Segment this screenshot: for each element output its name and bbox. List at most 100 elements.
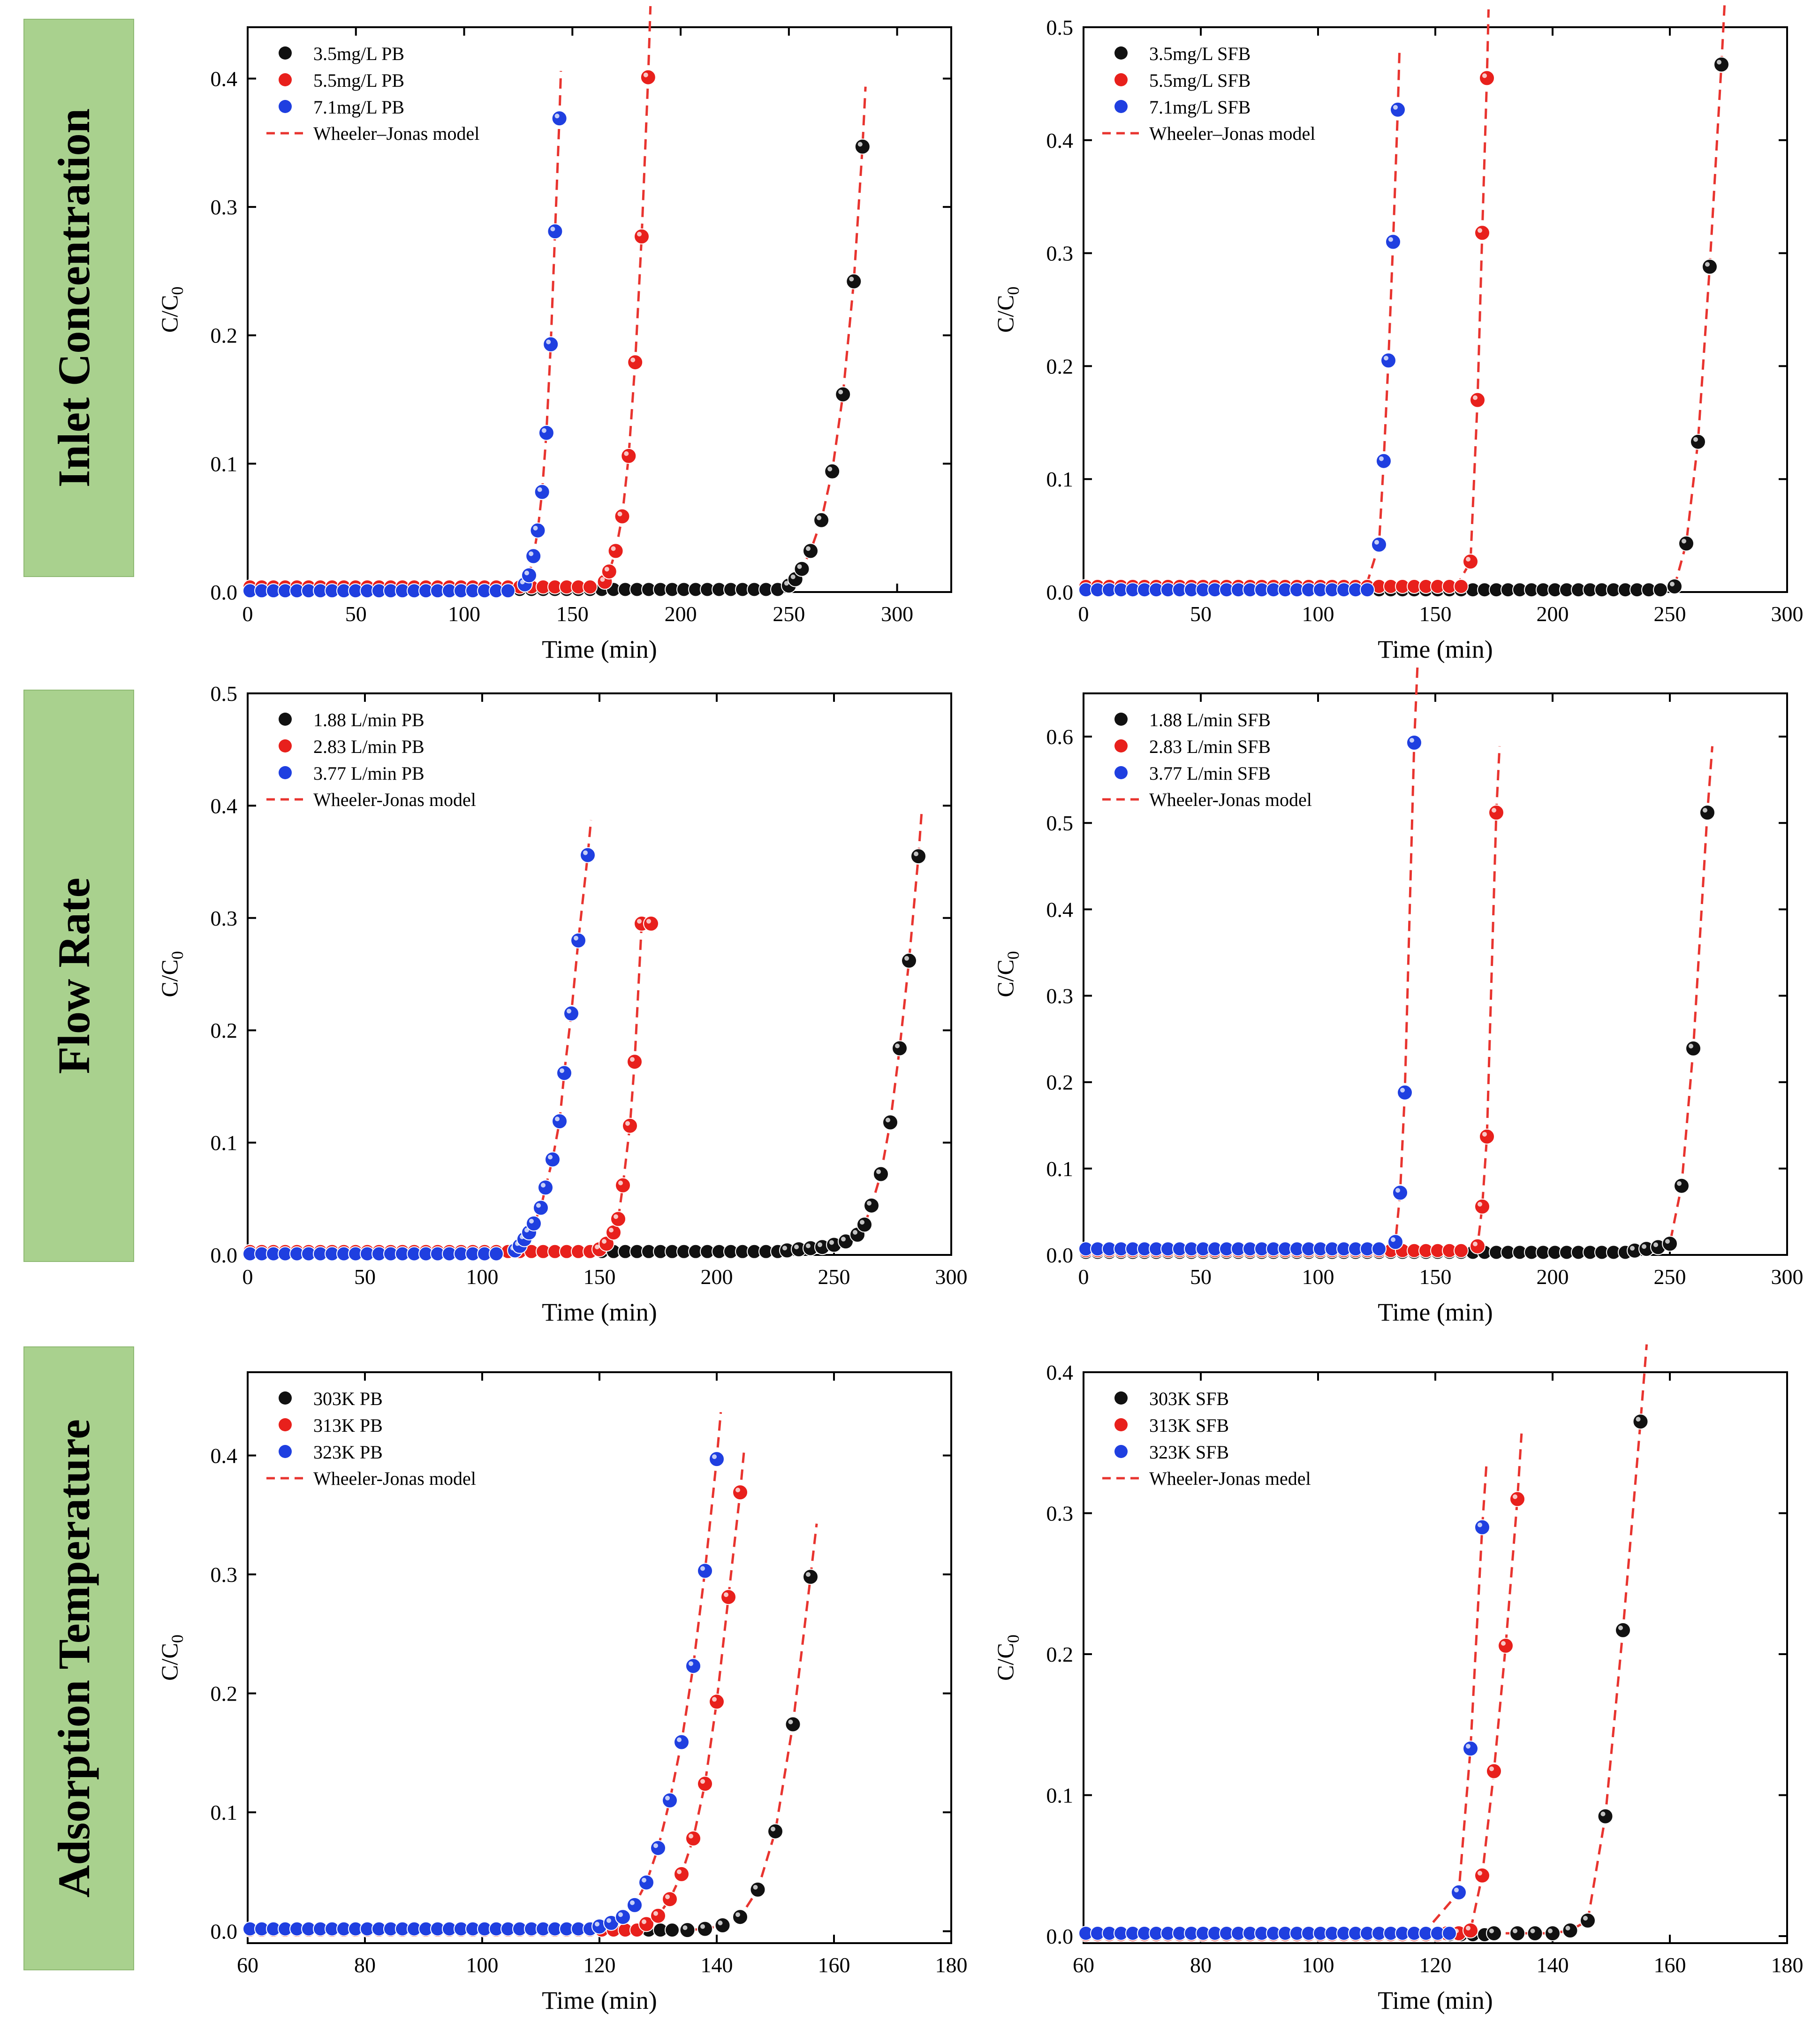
legend-marker — [1114, 1418, 1128, 1431]
data-point-highlight — [630, 1900, 635, 1905]
row-label-text: Adsorption Temperature — [49, 1419, 99, 1898]
y-tick-label: 0.3 — [1046, 984, 1074, 1008]
data-point — [665, 1922, 680, 1938]
y-tick-label: 0.0 — [1046, 580, 1074, 604]
data-point-highlight — [536, 1203, 541, 1208]
x-tick-label: 120 — [584, 1953, 616, 1977]
data-point-highlight — [537, 487, 542, 492]
x-tick-label: 0 — [1078, 602, 1089, 626]
data-point-highlight — [653, 1911, 658, 1916]
legend-label: 7.1mg/L PB — [313, 97, 404, 118]
legend-label: 323K PB — [313, 1442, 383, 1463]
x-tick-label: 100 — [1302, 1265, 1334, 1289]
data-point — [1632, 1413, 1649, 1430]
data-point-highlight — [1501, 1641, 1506, 1646]
data-point — [1509, 1491, 1525, 1507]
data-point-highlight — [817, 515, 822, 520]
data-point-highlight — [643, 72, 648, 77]
x-tick-label: 100 — [466, 1953, 499, 1977]
data-point-highlight — [700, 1566, 705, 1571]
data-point-highlight — [700, 1779, 705, 1784]
x-tick-label: 150 — [556, 602, 589, 626]
legend-label: 313K SFB — [1149, 1415, 1229, 1436]
data-point-highlight — [712, 1697, 717, 1702]
x-axis-label: Time (min) — [542, 635, 657, 663]
y-tick-label: 0.0 — [211, 1243, 238, 1267]
data-point-highlight — [1489, 1929, 1494, 1933]
y-tick-label: 0.1 — [211, 452, 238, 476]
legend-marker — [1114, 739, 1128, 752]
data-point-highlight — [784, 581, 789, 586]
data-point-highlight — [618, 1180, 623, 1185]
data-point — [1451, 1884, 1467, 1900]
legend-marker — [279, 713, 292, 726]
legend-marker — [1114, 73, 1128, 86]
data-point-highlight — [665, 1795, 670, 1801]
x-tick-label: 140 — [701, 1953, 733, 1977]
legend-label: Wheeler-Jonas medel — [1149, 1468, 1311, 1489]
y-tick-label: 0.0 — [211, 580, 238, 604]
data-point-highlight — [753, 1884, 758, 1890]
x-tick-label: 200 — [701, 1265, 733, 1289]
data-point-highlight — [642, 1919, 646, 1924]
x-tick-label: 150 — [1419, 602, 1452, 626]
data-point-highlight — [1473, 1241, 1478, 1246]
y-tick-label: 0.1 — [211, 1801, 238, 1824]
data-point — [1486, 1925, 1502, 1941]
data-point-highlight — [600, 577, 605, 582]
data-point — [1454, 579, 1469, 594]
legend-label: 1.88 L/min PB — [313, 709, 424, 730]
legend-marker — [1114, 713, 1128, 726]
y-tick-label: 0.2 — [211, 1682, 238, 1706]
data-point — [1372, 1241, 1387, 1257]
y-tick-label: 0.4 — [211, 1444, 238, 1467]
y-tick-label: 0.6 — [1046, 725, 1074, 749]
data-point — [1474, 1867, 1490, 1884]
legend-label: 5.5mg/L PB — [313, 70, 404, 91]
data-point — [489, 1246, 504, 1261]
data-point-highlight — [712, 1454, 717, 1459]
data-point-highlight — [724, 1592, 728, 1597]
data-point-highlight — [1565, 1926, 1570, 1930]
y-tick-label: 0.1 — [211, 1131, 238, 1155]
data-point-highlight — [1473, 395, 1478, 400]
x-tick-label: 0 — [243, 602, 253, 626]
data-point — [1454, 1243, 1469, 1258]
x-tick-label: 300 — [881, 602, 913, 626]
data-point-highlight — [555, 1117, 560, 1122]
data-point-highlight — [1478, 1870, 1482, 1876]
y-tick-label: 0.4 — [211, 794, 238, 818]
y-tick-label: 0.1 — [1046, 467, 1074, 491]
x-tick-label: 60 — [1073, 1953, 1094, 1977]
data-point-highlight — [886, 1117, 890, 1123]
data-point-highlight — [782, 1246, 787, 1251]
data-point-highlight — [614, 1214, 618, 1219]
x-tick-label: 100 — [466, 1265, 499, 1289]
data-point-highlight — [1391, 1237, 1395, 1242]
data-point-highlight — [1400, 1087, 1405, 1093]
data-point-highlight — [904, 956, 909, 961]
x-tick-label: 50 — [345, 602, 367, 626]
data-point-highlight — [735, 1912, 740, 1917]
data-point-highlight — [524, 1228, 529, 1233]
data-point-highlight — [806, 546, 811, 551]
x-tick-label: 300 — [1771, 602, 1804, 626]
y-tick-label: 0.1 — [1046, 1157, 1074, 1181]
data-point-highlight — [1583, 1915, 1588, 1921]
data-point-highlight — [689, 1833, 693, 1839]
data-point-highlight — [1466, 1744, 1470, 1749]
data-point-highlight — [611, 546, 616, 551]
data-point-highlight — [541, 1183, 546, 1188]
legend-label: 7.1mg/L SFB — [1149, 97, 1251, 118]
legend-marker — [1114, 1445, 1128, 1458]
data-point-highlight — [637, 232, 642, 236]
data-point-highlight — [790, 574, 796, 579]
y-tick-label: 0.2 — [211, 1018, 238, 1042]
data-point-highlight — [1642, 1244, 1646, 1249]
y-tick-label: 0.2 — [1046, 354, 1074, 378]
data-point-highlight — [617, 511, 622, 517]
x-tick-label: 0 — [1078, 1265, 1089, 1289]
data-point-highlight — [1682, 539, 1686, 544]
data-point-highlight — [867, 1201, 872, 1206]
